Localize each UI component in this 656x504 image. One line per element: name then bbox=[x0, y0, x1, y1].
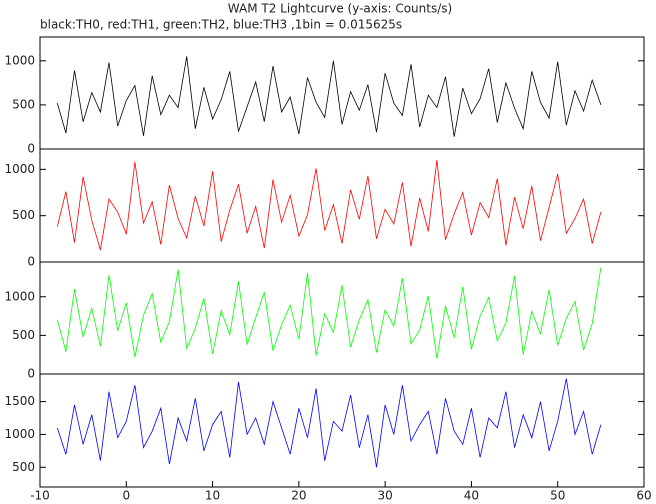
x-tick-label: 10 bbox=[205, 489, 220, 503]
y-tick-label: 1500 bbox=[4, 394, 35, 408]
lightcurve bbox=[56, 160, 602, 251]
chart-subtitle: black:TH0, red:TH1, green:TH2, blue:TH3 … bbox=[40, 18, 402, 32]
x-tick-label: 50 bbox=[550, 489, 565, 503]
y-tick-label: 500 bbox=[12, 97, 35, 111]
y-tick-label: 1000 bbox=[4, 162, 35, 176]
x-tick-label: 30 bbox=[378, 489, 393, 503]
y-tick-label: 1000 bbox=[4, 427, 35, 441]
x-tick-label: 60 bbox=[636, 489, 651, 503]
x-tick-label: 0 bbox=[122, 489, 130, 503]
y-tick-label: 1000 bbox=[4, 53, 35, 67]
y-tick-label: 0 bbox=[27, 367, 35, 381]
lightcurve bbox=[56, 267, 602, 359]
x-tick-label: -10 bbox=[30, 489, 50, 503]
x-tick-label: 40 bbox=[464, 489, 479, 503]
y-tick-label: 0 bbox=[27, 142, 35, 156]
chart-title: WAM T2 Lightcurve (y-axis: Counts/s) bbox=[228, 2, 452, 16]
y-tick-label: 500 bbox=[12, 460, 35, 474]
y-tick-label: 500 bbox=[12, 328, 35, 342]
lightcurve bbox=[56, 56, 602, 137]
y-tick-label: 500 bbox=[12, 208, 35, 222]
y-tick-label: 0 bbox=[27, 255, 35, 269]
y-tick-label: 1000 bbox=[4, 289, 35, 303]
panel-frame bbox=[39, 373, 645, 488]
x-tick-label: 20 bbox=[291, 489, 306, 503]
lightcurve bbox=[56, 378, 602, 468]
